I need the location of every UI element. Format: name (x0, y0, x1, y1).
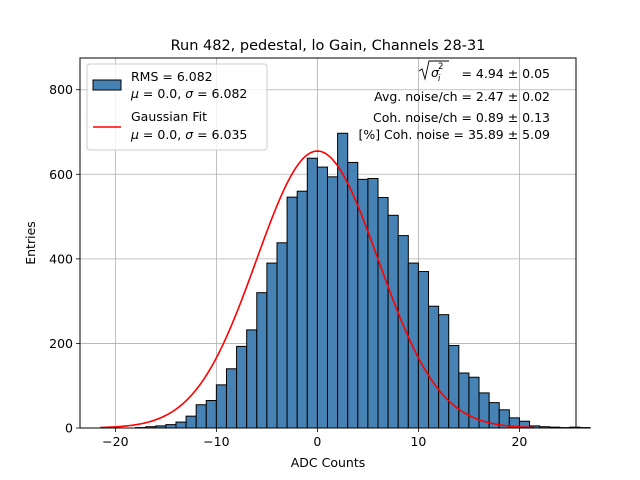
legend-swatch-histogram (92, 79, 122, 91)
histogram-bar (438, 314, 450, 429)
histogram-bar (306, 157, 318, 429)
legend-entry-2-tail: = 6.035 (193, 127, 247, 142)
legend-entry-2-mu: μ (130, 127, 139, 142)
y-tick-label: 0 (65, 421, 73, 436)
histogram-bar (407, 262, 419, 429)
x-tick-label: 10 (410, 434, 426, 449)
histogram-bar (215, 384, 227, 429)
annotation-line1-value: = 4.94 ± 0.05 (461, 66, 550, 81)
annotation-line4: [%] Coh. noise = 35.89 ± 5.09 (358, 127, 550, 142)
x-axis-label: ADC Counts (291, 455, 366, 470)
histogram-bar (428, 305, 440, 429)
y-tick-label: 800 (49, 82, 73, 97)
histogram-bar (468, 376, 480, 429)
annotations: σ i 2 = 4.94 ± 0.05 Avg. noise/ch = 2.47… (358, 60, 550, 142)
sqrt-sign-icon (418, 60, 449, 81)
histogram-bar (367, 178, 379, 429)
y-tick-label: 600 (49, 167, 73, 182)
legend-entry-2-sigma: σ (185, 127, 194, 142)
legend-entry-1-line1: RMS = 6.082 (131, 69, 213, 84)
histogram-bar (185, 415, 197, 429)
legend-entry-2-line2: μ = 0.0, σ = 6.035 (130, 127, 247, 142)
histogram-bar (236, 345, 248, 429)
histogram-bar (225, 368, 238, 429)
histogram-bar (195, 404, 207, 429)
x-tick-label: 20 (511, 434, 527, 449)
histogram-bar (316, 166, 328, 429)
y-axis-ticks: 0 200 400 600 800 (49, 82, 80, 436)
histogram-bar (417, 271, 430, 429)
histogram-bars (135, 132, 591, 429)
histogram-bar (165, 424, 177, 429)
x-tick-label: −20 (102, 434, 128, 449)
y-tick-label: 200 (49, 336, 73, 351)
legend-entry-1-mu: μ (130, 86, 139, 101)
legend-entry-1-tail: = 6.082 (193, 86, 247, 101)
histogram-bar (377, 197, 389, 429)
histogram-bar (387, 214, 399, 429)
y-tick-label: 400 (49, 251, 73, 266)
legend-entry-1-sigma: σ (185, 86, 194, 101)
histogram-bar (296, 190, 308, 429)
histogram-bar (175, 421, 187, 429)
annotation-sigma-subscript: i (438, 74, 441, 84)
gaussian-fit-layer (100, 150, 535, 429)
x-tick-label: −10 (203, 434, 229, 449)
gaussian-fit-curve (100, 150, 535, 429)
histogram-bar (337, 132, 349, 429)
annotation-sigma-superscript: 2 (438, 62, 443, 72)
x-axis-ticks: −20 −10 0 10 20 (102, 428, 527, 449)
histogram-bar (286, 196, 298, 429)
histogram-bar (276, 242, 288, 429)
histogram-bar (448, 345, 460, 429)
legend: RMS = 6.082 μ = 0.0, σ = 6.082 Gaussian … (86, 63, 268, 151)
legend-entry-2-mid: = 0.0, (139, 127, 185, 142)
legend-entry-2-line1: Gaussian Fit (131, 109, 207, 124)
histogram-bar (246, 329, 258, 429)
legend-entry-1-line2: μ = 0.0, σ = 6.082 (130, 86, 247, 101)
legend-box (86, 63, 268, 151)
histogram-bar (266, 262, 278, 429)
legend-entry-1-mid: = 0.0, (139, 86, 185, 101)
x-tick-label: 0 (313, 434, 321, 449)
histogram-bar (256, 292, 268, 429)
histogram-bar (326, 176, 339, 429)
annotation-line3: Coh. noise/ch = 0.89 ± 0.13 (373, 110, 550, 125)
chart-title: Run 482, pedestal, lo Gain, Channels 28-… (171, 38, 486, 54)
y-axis-label: Entries (23, 221, 38, 265)
histogram-bar (205, 400, 217, 429)
axes-frame (79, 57, 577, 429)
annotation-line2: Avg. noise/ch = 2.47 ± 0.02 (374, 89, 550, 104)
histogram-bar (458, 372, 470, 429)
annotation-sigma: σ (431, 65, 440, 80)
